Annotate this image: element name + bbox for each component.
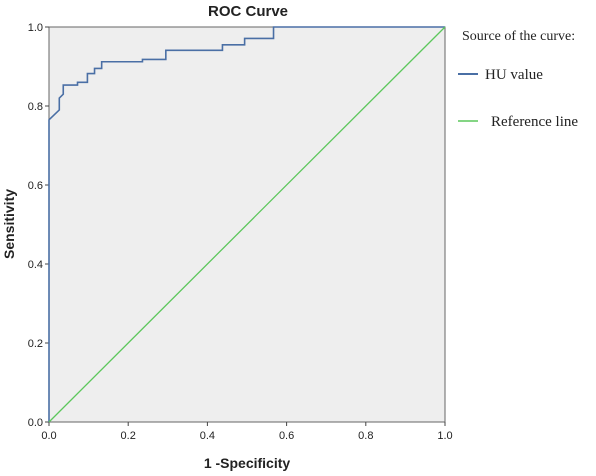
series-line-reference bbox=[48, 26, 446, 423]
legend-label-reference-line: Reference line bbox=[491, 114, 578, 130]
y-tick-label: 0.0 bbox=[28, 417, 43, 429]
legend-label-hu-value: HU value bbox=[485, 67, 543, 83]
y-axis-label: Sensitivity bbox=[1, 189, 17, 259]
x-axis-ticks: 0.0 0.2 0.4 0.6 0.8 1.0 bbox=[41, 422, 453, 442]
x-tick-label: 0.2 bbox=[121, 430, 136, 442]
y-tick-label: 1.0 bbox=[28, 22, 43, 34]
y-tick-label: 0.6 bbox=[28, 180, 43, 192]
series-line-hu-value bbox=[48, 26, 445, 422]
y-tick-label: 0.2 bbox=[28, 338, 43, 350]
y-tick-label: 0.8 bbox=[28, 101, 43, 113]
x-axis-label: 1 -Specificity bbox=[204, 455, 291, 471]
x-tick-label: 0.0 bbox=[41, 430, 56, 442]
chart-title: ROC Curve bbox=[208, 3, 288, 20]
y-axis-ticks: 0.0 0.2 0.4 0.6 0.8 1.0 bbox=[28, 22, 49, 429]
x-tick-label: 0.8 bbox=[358, 430, 373, 442]
legend-title: Source of the curve: bbox=[462, 29, 575, 44]
y-tick-label: 0.4 bbox=[28, 259, 43, 271]
x-tick-label: 1.0 bbox=[437, 430, 452, 442]
legend: Source of the curve: HU value Reference … bbox=[458, 29, 578, 130]
x-tick-label: 0.6 bbox=[279, 430, 294, 442]
x-tick-label: 0.4 bbox=[200, 430, 215, 442]
series-layer bbox=[48, 26, 446, 423]
